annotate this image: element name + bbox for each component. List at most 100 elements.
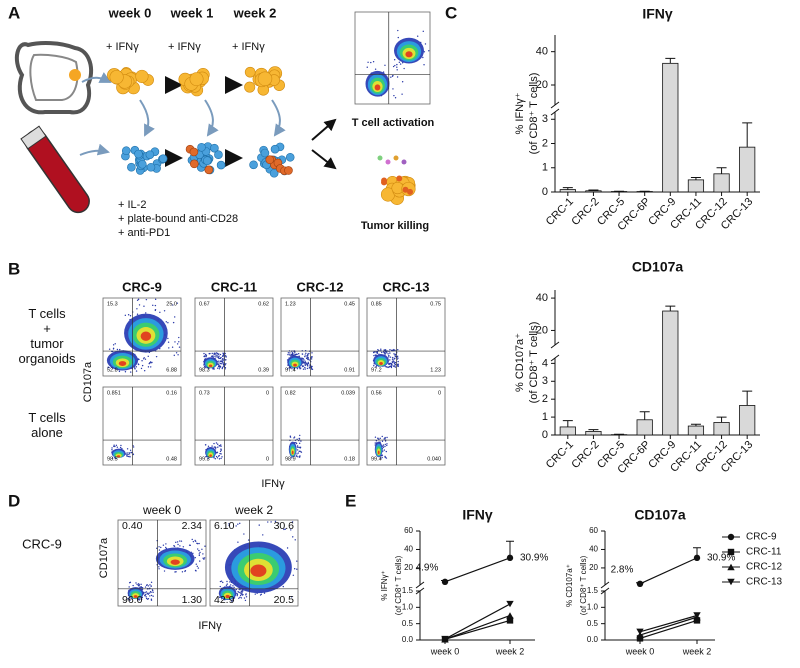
event [377, 437, 379, 439]
event [403, 67, 405, 70]
event [416, 35, 419, 37]
event [119, 446, 122, 449]
chart-title: IFNγ [462, 507, 493, 523]
event [300, 451, 303, 453]
event [132, 446, 135, 448]
event [384, 351, 387, 353]
cell [257, 71, 273, 86]
event [135, 582, 137, 584]
bar [739, 405, 756, 436]
event [220, 448, 222, 450]
event [389, 352, 391, 354]
quadrant-value: 2.34 [182, 520, 203, 532]
event [148, 362, 150, 365]
event [244, 599, 247, 602]
event [219, 360, 222, 363]
density [293, 363, 297, 367]
event [294, 353, 296, 355]
event [167, 341, 170, 343]
event [385, 457, 388, 459]
event [245, 596, 248, 598]
event [381, 456, 383, 459]
event [224, 367, 227, 369]
t-cell [134, 149, 143, 159]
line [639, 619, 698, 639]
y-axis-label: % CD107a⁺ [514, 333, 526, 392]
event [130, 451, 132, 454]
event [136, 313, 139, 315]
quadrant-value: 0.82 [285, 390, 296, 396]
event [158, 549, 161, 551]
event [199, 551, 201, 554]
event [144, 358, 147, 360]
event [203, 558, 205, 560]
event [222, 362, 224, 364]
cell [396, 175, 403, 182]
quadrant-value: 0.18 [344, 456, 355, 462]
event [389, 356, 392, 358]
event [305, 357, 308, 360]
event [218, 353, 220, 355]
bar [636, 419, 653, 436]
event [299, 368, 301, 370]
plot-title: week 0 [142, 503, 181, 517]
event [218, 458, 221, 460]
event [386, 443, 388, 445]
event [396, 66, 398, 68]
quadrant-value: 52.8 [107, 367, 118, 373]
event [159, 311, 161, 314]
event [225, 363, 227, 365]
event [231, 600, 233, 602]
event [216, 443, 219, 445]
event [144, 591, 146, 594]
cell [284, 166, 293, 175]
event [152, 595, 154, 597]
event [239, 596, 241, 599]
event [111, 457, 114, 459]
error-bar [506, 540, 514, 558]
quadrant-value: 0.62 [258, 301, 269, 307]
event [198, 542, 200, 545]
event [195, 570, 197, 572]
event [247, 539, 250, 541]
event [391, 364, 393, 366]
event [218, 368, 221, 370]
density [405, 51, 413, 58]
y-axis-label: (of CD8⁺ T cells) [528, 73, 540, 155]
quadrant-value: 97.4 [285, 367, 296, 373]
event [228, 524, 230, 527]
event [374, 351, 376, 353]
legend-label: CRC-13 [746, 577, 783, 588]
event [207, 445, 210, 447]
event [293, 368, 295, 370]
event [223, 364, 225, 366]
event [158, 566, 160, 568]
line [444, 614, 511, 640]
event [388, 366, 390, 368]
row-label: tumor [30, 336, 64, 351]
event [219, 452, 221, 455]
bar [739, 146, 756, 193]
error-bar [588, 429, 599, 432]
y-tick-label: 60 [589, 526, 598, 535]
x-tick-label: CRC-1 [544, 439, 576, 471]
event [158, 568, 160, 570]
event [291, 457, 293, 459]
error-bar [690, 176, 701, 180]
quadrant-value: 0 [266, 390, 269, 396]
event [301, 353, 304, 355]
density [225, 594, 230, 599]
granule [393, 155, 399, 161]
y-tick-label: 20 [589, 563, 598, 572]
event [401, 81, 404, 83]
quadrant-value: 30.6 [274, 520, 295, 532]
bar [662, 310, 679, 436]
event [422, 56, 424, 59]
event [216, 367, 219, 369]
cell [204, 165, 214, 175]
event [165, 321, 168, 323]
event [375, 440, 378, 442]
event [151, 589, 154, 592]
event [150, 581, 153, 584]
